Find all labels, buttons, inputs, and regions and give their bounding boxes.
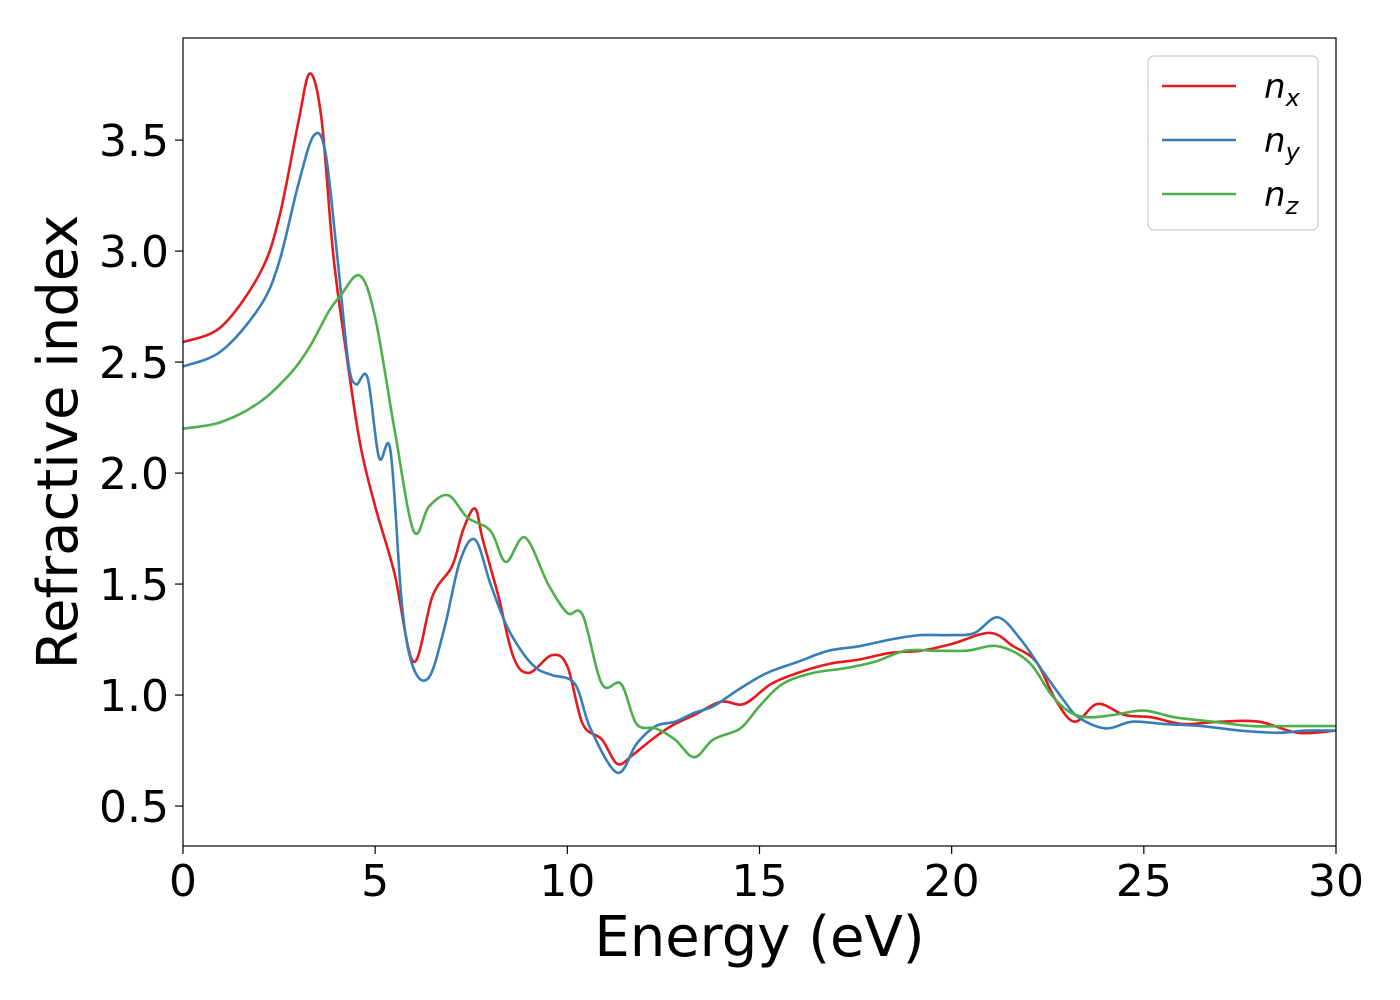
y-tick-label: 2.0 [99, 449, 169, 500]
y-tick-label: 3.5 [99, 116, 169, 167]
y-axis-label: Refractive index [26, 215, 91, 670]
x-tick-label: 15 [732, 856, 788, 907]
y-tick-label: 2.5 [99, 338, 169, 389]
x-tick-label: 5 [361, 856, 389, 907]
y-tick-label: 1.5 [99, 560, 169, 611]
series-layer [183, 72, 1336, 775]
x-axis-ticks: 0 5 10 15 20 25 30 [169, 846, 1364, 907]
series-line-ny [183, 131, 1336, 775]
x-tick-label: 30 [1308, 856, 1364, 907]
x-tick-label: 0 [169, 856, 197, 907]
x-tick-label: 20 [924, 856, 980, 907]
legend: nx ny nz [1147, 55, 1319, 231]
x-axis-label: Energy (eV) [594, 905, 924, 970]
series-line-nz [183, 273, 1336, 759]
x-tick-label: 10 [539, 856, 595, 907]
legend-label-nx: nx [1264, 67, 1301, 112]
legend-label-nz: nz [1264, 175, 1300, 220]
y-tick-label: 0.5 [99, 782, 169, 833]
x-tick-label: 25 [1116, 856, 1172, 907]
y-tick-label: 1.0 [99, 671, 169, 722]
legend-box [1147, 55, 1319, 231]
y-tick-label: 3.0 [99, 227, 169, 278]
legend-label-ny: ny [1264, 121, 1301, 166]
y-axis-ticks: 0.5 1.0 1.5 2.0 2.5 3.0 3.5 [99, 116, 183, 833]
